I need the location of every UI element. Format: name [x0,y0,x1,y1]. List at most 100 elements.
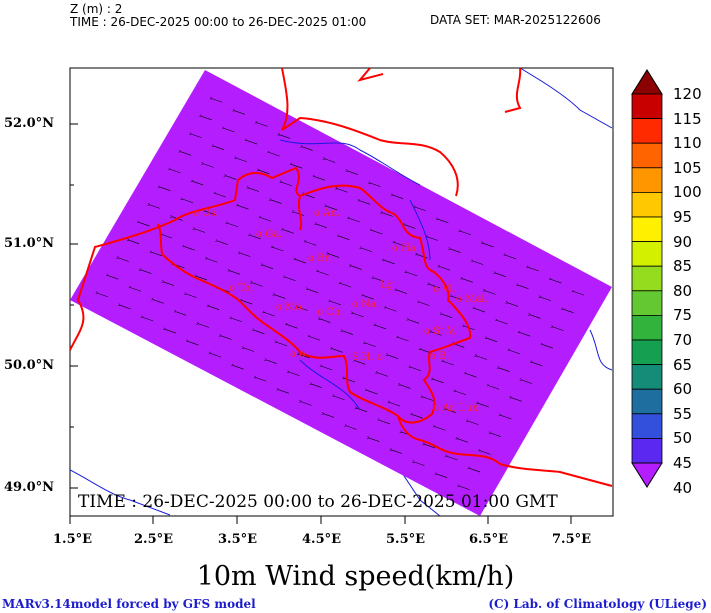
wind-arrow [324,414,335,418]
wind-arrow [140,223,150,227]
wind-arrow [234,366,244,370]
wind-arrow [444,362,454,366]
wind-arrow [341,284,352,288]
wind-arrow [270,153,280,157]
wind-arrow [374,278,385,282]
colorbar-label: 85 [673,257,693,276]
wind-arrow [353,313,364,318]
wind-arrow [491,433,502,437]
wind-field-domain [70,70,612,516]
wind-arrow [202,116,212,121]
wind-arrow [237,158,247,163]
wind-arrow [171,170,181,174]
footer-credit: (C) Lab. of Climatology (ULiege) [488,597,707,611]
colorbar-label: 65 [673,355,693,374]
wind-arrow [405,225,416,229]
colorbar-swatch [631,216,663,243]
z-level-label: Z (m) : 2 [70,2,123,16]
wind-arrow [543,345,553,349]
wind-arrow [152,252,162,257]
wind-arrow [277,342,288,347]
wind-arrow [141,270,152,274]
wind-arrow [187,294,197,298]
wind-arrow [362,248,373,253]
wind-arrow [275,295,286,299]
time-range-label: TIME : 26-DEC-2025 00:00 to 26-DEC-2025 … [70,15,367,29]
wind-arrow [315,177,325,181]
wind-arrow [212,99,223,103]
wind-arrow [520,333,531,337]
wind-arrow [460,486,470,491]
colorbar-label: 100 [673,183,702,202]
wind-arrow [272,200,282,204]
wind-arrow [150,205,161,209]
city-label: o To. [229,283,254,294]
colorbar-label: 110 [673,134,702,153]
wind-arrow [256,378,267,382]
wind-arrow [287,325,298,329]
wind-arrow [306,242,317,246]
wind-arrow [207,259,218,263]
wind-arrow [423,397,434,401]
wind-arrow [468,421,479,425]
wind-arrow [249,188,260,192]
lon-label: 4.5°E [302,532,342,547]
dataset-label: DATA SET: MAR-2025122606 [430,13,601,27]
wind-arrow [239,206,249,210]
colorbar-label: 60 [673,380,693,399]
wind-arrow [259,170,270,175]
wind-arrow [292,165,303,169]
chart-title: 10m Wind speed(km/h) [196,561,515,592]
wind-arrow [301,402,312,406]
colorbar-label: 120 [673,85,702,103]
colorbar-swatch [631,167,663,193]
lon-label: 5.5°E [386,532,426,547]
wind-arrow [319,272,329,276]
wind-arrow [352,266,362,270]
wind-arrow [312,384,322,388]
city-label: o Ga. [256,229,283,240]
lat-label: 52.0°N [4,116,55,131]
wind-arrow [418,255,428,259]
wind-arrow [448,457,458,461]
country-borders [70,68,613,487]
wind-arrow [232,318,242,323]
wind-arrow [347,426,357,430]
colorbar-label: 75 [673,306,693,325]
wind-arrow [350,219,360,223]
wind-arrow [251,235,261,240]
wind-arrow [221,336,232,340]
city-label: S.H. o [352,352,383,363]
city-label: o An. [314,208,341,219]
wind-arrow [338,189,348,193]
wind-arrow [440,267,451,271]
wind-arrow [411,367,421,372]
wind-arrow [300,354,310,359]
wind-arrow [454,344,465,348]
wind-arrow [506,255,517,260]
wind-arrow [371,183,381,187]
colorbar-swatch [631,241,663,267]
wind-arrow [430,284,440,289]
wind-arrow [378,373,388,377]
wind-arrow [254,330,265,335]
wind-arrow [531,315,541,319]
colorbar-label: 105 [673,158,702,177]
wind-arrow [473,261,484,265]
wind-arrow [154,300,164,304]
wind-arrow [470,469,481,473]
wind-arrow [267,360,277,364]
lon-label: 1.5°E [53,532,93,547]
wind-arrow [240,253,251,257]
wind-arrow [160,187,171,191]
wind-arrow [392,450,403,454]
wind-arrow [211,354,222,358]
wind-arrow [512,398,522,402]
wind-arrow [129,240,140,245]
wind-arrow [399,338,409,342]
wind-arrow [343,331,354,335]
wind-arrow [532,362,543,367]
wind-arrow [485,291,496,295]
wind-arrow [224,128,235,133]
wind-arrow [310,337,321,341]
